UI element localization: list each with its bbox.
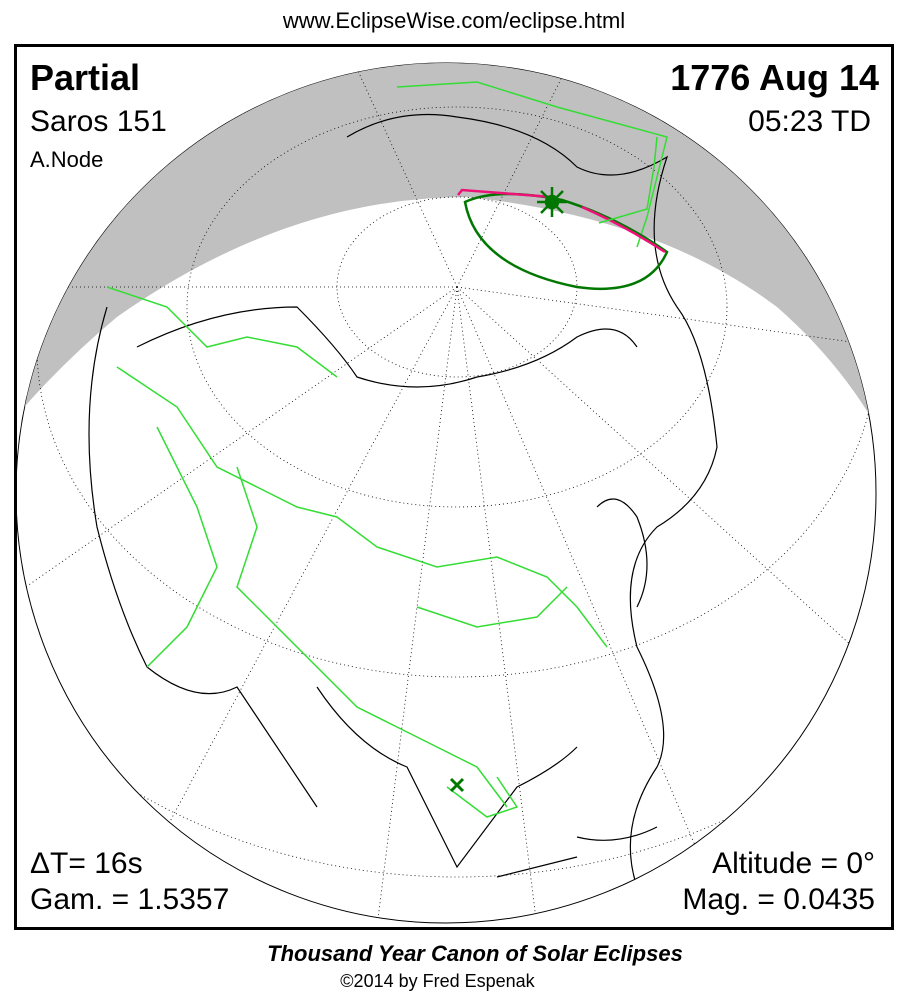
sub-solar-point-x-icon [449,777,465,793]
max-eclipse-path [457,188,666,254]
country-borders [106,81,668,818]
eclipse-date: 1776 Aug 14 [670,57,879,98]
coastlines [88,113,718,888]
night-region [17,63,876,467]
url-header[interactable]: www.EclipseWise.com/eclipse.html [282,8,626,33]
footer-title: Thousand Year Canon of Solar Eclipses [267,941,683,966]
saros: Saros 151 [30,105,167,138]
map-frame: Partial 1776 Aug 14 Saros 151 05:23 TD A… [14,44,894,930]
border-segment [598,136,658,224]
eclipse-type: Partial [30,57,141,98]
greatest-eclipse-star-icon [537,187,567,217]
delta-t: ΔT= 16s [30,847,143,880]
eclipse-time: 05:23 TD [748,105,871,138]
copyright: ©2014 by Fred Espenak [340,971,535,991]
gamma: Gam. = 1.5357 [30,883,230,916]
magnitude: Mag. = 0.0435 [682,883,875,916]
node: A.Node [30,147,104,172]
altitude: Altitude = 0° [712,847,875,880]
globe-map [17,62,877,924]
